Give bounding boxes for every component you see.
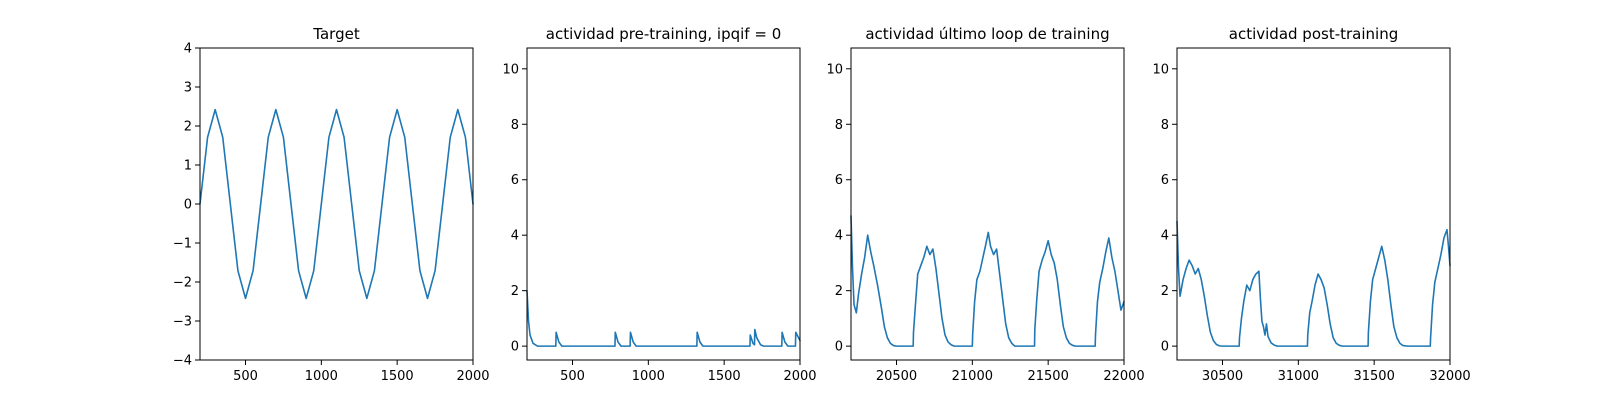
panel-title: actividad pre-training, ipqif = 0 [546, 25, 782, 43]
y-tick-label: 2 [1161, 284, 1169, 299]
x-tick-label: 500 [233, 369, 258, 384]
y-tick-label: 4 [511, 229, 519, 244]
y-tick-label: 0 [835, 340, 843, 355]
y-tick-label: −2 [173, 276, 192, 291]
y-tick-label: −1 [173, 237, 192, 252]
y-tick-label: 2 [184, 120, 192, 135]
axes-frame [199, 47, 474, 361]
axes-frame [1176, 47, 1451, 361]
x-tick-label: 1500 [381, 369, 414, 384]
y-tick-label: 1 [184, 159, 192, 174]
y-tick-label: 6 [511, 173, 519, 188]
y-tick-label: 2 [835, 284, 843, 299]
series-line-1 [199, 108, 474, 300]
x-tick-label: 30500 [1202, 369, 1243, 384]
x-tick-label: 31000 [1278, 369, 1319, 384]
series-line-1 [1176, 220, 1451, 347]
x-tick-label: 21500 [1027, 369, 1068, 384]
x-tick-label: 2000 [456, 369, 489, 384]
y-tick-label: 4 [184, 42, 192, 57]
y-tick-label: 0 [184, 198, 192, 213]
y-tick-label: 4 [835, 229, 843, 244]
panel-title: actividad último loop de training [865, 25, 1109, 43]
y-tick-label: 2 [511, 284, 519, 299]
y-tick-label: 6 [1161, 173, 1169, 188]
x-tick-label: 22000 [1103, 369, 1144, 384]
panel-title: Target [312, 25, 360, 43]
y-tick-label: 3 [184, 81, 192, 96]
y-tick-label: 6 [835, 173, 843, 188]
y-tick-label: 10 [502, 62, 519, 77]
x-tick-label: 1000 [305, 369, 338, 384]
series-line-1 [526, 289, 801, 347]
x-tick-label: 2000 [783, 369, 816, 384]
panel-3: 20500 21000 21500 22000 0 2 4 6 8 10 actividad últ… [826, 25, 1144, 384]
y-tick-label: 8 [1161, 118, 1169, 133]
panel-4: 30500 31000 31500 32000 0 2 4 6 8 10 actividad pos… [1152, 25, 1470, 384]
x-tick-label: 1000 [632, 369, 665, 384]
y-tick-label: 4 [1161, 229, 1169, 244]
y-tick-label: 10 [1152, 62, 1169, 77]
series-line-1 [850, 214, 1125, 347]
x-tick-label: 1500 [708, 369, 741, 384]
y-tick-label: 0 [511, 340, 519, 355]
y-tick-label: −3 [173, 315, 192, 330]
x-tick-label: 500 [560, 369, 585, 384]
panel-1: 500 1000 1500 2000 −4 −3 −2 −1 0 1 2 3 4 Target [173, 25, 490, 384]
y-tick-label: 10 [826, 62, 843, 77]
y-tick-label: 8 [511, 118, 519, 133]
x-tick-label: 32000 [1429, 369, 1470, 384]
axes-frame [850, 47, 1125, 361]
x-tick-label: 20500 [876, 369, 917, 384]
y-tick-label: 8 [835, 118, 843, 133]
y-tick-label: −4 [173, 354, 192, 369]
panel-2: 500 1000 1500 2000 0 2 4 6 8 10 actividad pre-trai… [502, 25, 816, 384]
axes-frame [526, 47, 801, 361]
x-tick-label: 21000 [952, 369, 993, 384]
panel-title: actividad post-training [1229, 25, 1398, 43]
y-tick-label: 0 [1161, 340, 1169, 355]
x-tick-label: 31500 [1353, 369, 1394, 384]
